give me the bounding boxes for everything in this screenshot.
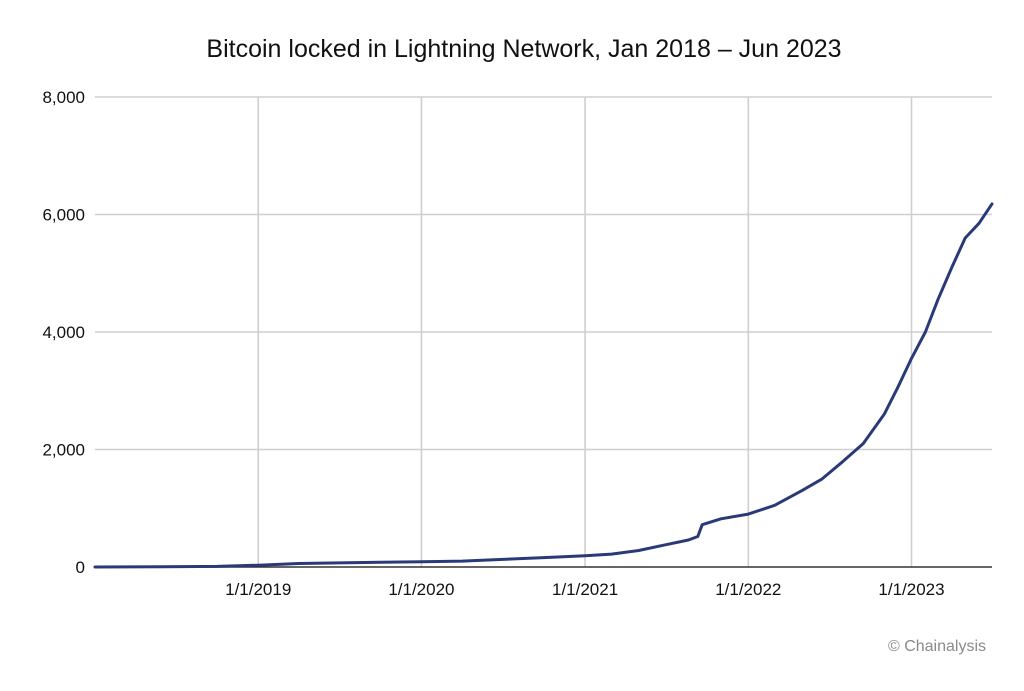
x-tick-label: 1/1/2022: [715, 580, 781, 599]
series-line-bitcoin-locked: [93, 202, 994, 569]
series-layer: [93, 202, 994, 569]
tick-layer: 0 2,000 4,000 6,000 8,000 1/1/2019 1/1/2020 1/1…: [42, 88, 944, 599]
y-tick-label: 8,000: [42, 88, 85, 107]
x-tick-label: 1/1/2021: [552, 580, 618, 599]
chart-title: Bitcoin locked in Lightning Network, Jan…: [206, 35, 841, 63]
y-tick-label: 0: [76, 558, 85, 577]
y-tick-label: 4,000: [42, 323, 85, 342]
x-tick-label: 1/1/2020: [388, 580, 454, 599]
y-tick-label: 2,000: [42, 441, 85, 460]
y-tick-label: 6,000: [42, 206, 85, 225]
x-tick-label: 1/1/2019: [225, 580, 291, 599]
x-tick-label: 1/1/2023: [878, 580, 944, 599]
grid-layer: [95, 96, 992, 567]
chainalysis-credit: © Chainalysis: [888, 638, 986, 655]
